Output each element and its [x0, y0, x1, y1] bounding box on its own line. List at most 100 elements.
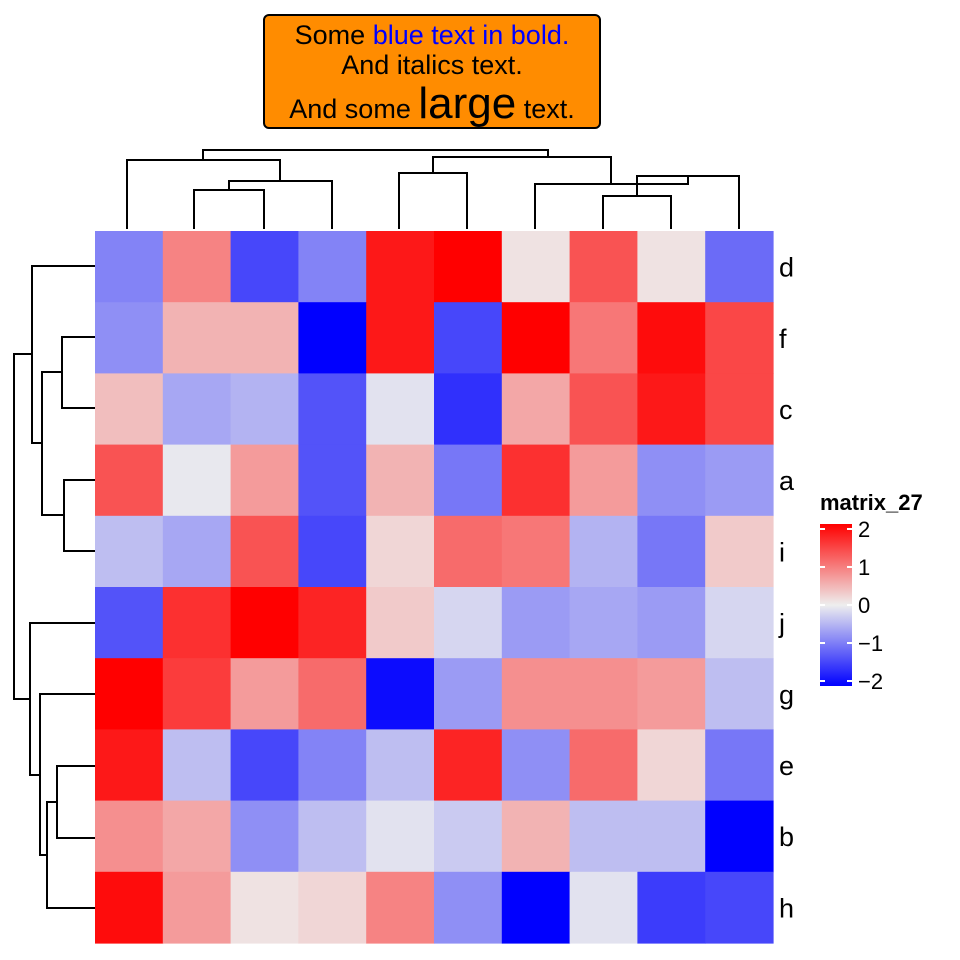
- heatmap-cell: [162, 800, 232, 873]
- heatmap-cell: [637, 373, 706, 446]
- heatmap-cell: [95, 800, 164, 873]
- heatmap-cell: [637, 729, 706, 802]
- legend-title: matrix_27: [820, 490, 923, 515]
- heatmap-cell: [162, 587, 232, 659]
- legend-tick-label: 0: [858, 593, 870, 618]
- heatmap-cell: [366, 800, 435, 873]
- heatmap-cell: [230, 658, 299, 730]
- heatmap-cell: [705, 373, 774, 446]
- row-dendro-branch: [13, 353, 32, 700]
- heatmap-cell: [95, 871, 164, 944]
- heatmap-cell: [230, 373, 299, 446]
- heatmap-cell: [230, 231, 299, 303]
- heatmap-cell: [298, 373, 367, 446]
- heatmap-cell: [95, 231, 164, 303]
- legend-tick-label: 2: [858, 517, 870, 542]
- heatmap-cell: [434, 658, 503, 730]
- heatmap-cell: [230, 800, 299, 873]
- legend-tick-label: −2: [858, 669, 883, 694]
- heatmap-cell: [705, 515, 774, 588]
- heatmap-cell: [501, 587, 571, 659]
- row-label: i: [779, 537, 785, 567]
- heatmap-cell: [230, 302, 299, 374]
- heatmap-cell: [298, 658, 367, 730]
- row-dendro-branch: [46, 801, 95, 909]
- heatmap-cell: [162, 302, 232, 374]
- heatmap-cell: [366, 587, 435, 659]
- title-line-2: And italics text.: [341, 50, 523, 80]
- col-dendro-branch: [193, 189, 265, 229]
- heatmap-cell: [162, 729, 232, 802]
- col-dendro-branch: [432, 156, 612, 184]
- heatmap-cell: [434, 871, 503, 944]
- heatmap-cell: [501, 729, 571, 802]
- heatmap-cell: [95, 444, 164, 517]
- row-dendro-branch: [41, 371, 64, 516]
- title-line-3: And some large text.: [265, 82, 599, 131]
- title-box: Some blue text in bold. And italics text…: [263, 14, 601, 129]
- heatmap-cell: [298, 729, 367, 802]
- row-label: g: [779, 680, 794, 710]
- row-label: b: [779, 822, 794, 852]
- legend-colorbar: [820, 524, 852, 686]
- heatmap-cell: [569, 302, 638, 374]
- col-dendro-branch: [126, 159, 281, 229]
- title-line-1: Some blue text in bold.: [265, 18, 599, 52]
- row-label: a: [779, 466, 795, 496]
- heatmap-cell: [366, 231, 435, 303]
- heatmap-cell: [569, 729, 638, 802]
- heatmap-cell: [705, 302, 774, 374]
- row-dendrogram: [13, 265, 95, 909]
- heatmap-cell: [705, 729, 774, 802]
- heatmap-cell: [366, 373, 435, 446]
- heatmap-cell: [434, 444, 503, 517]
- heatmap-cells: [95, 231, 774, 944]
- heatmap-cell: [501, 871, 571, 944]
- heatmap-cell: [162, 871, 232, 944]
- legend: matrix_27 2 1 0 −1 −2: [820, 490, 923, 694]
- heatmap-cell: [298, 444, 367, 517]
- heatmap-cell: [162, 231, 232, 303]
- column-dendrogram: [126, 149, 740, 229]
- heatmap-cell: [501, 302, 571, 374]
- row-dendro-branch: [39, 693, 95, 856]
- heatmap-cell: [569, 373, 638, 446]
- heatmap-cell: [162, 373, 232, 446]
- heatmap-cell: [501, 231, 571, 303]
- heatmap-cell: [95, 302, 164, 374]
- heatmap-cell: [298, 302, 367, 374]
- heatmap-cell: [298, 515, 367, 588]
- heatmap-cell: [434, 373, 503, 446]
- col-dendro-branch: [202, 149, 549, 160]
- heatmap-cell: [230, 871, 299, 944]
- col-dendro-branch: [602, 195, 672, 229]
- heatmap-cell: [366, 658, 435, 730]
- heatmap-cell: [162, 658, 232, 730]
- heatmap-cell: [434, 800, 503, 873]
- heatmap-cell: [230, 515, 299, 588]
- heatmap-cell: [501, 658, 571, 730]
- heatmap-cell: [705, 658, 774, 730]
- title-line-3-prefix: And some: [289, 94, 419, 124]
- heatmap-cell: [298, 871, 367, 944]
- heatmap-cell: [705, 800, 774, 873]
- heatmap-cell: [637, 231, 706, 303]
- row-label: c: [779, 395, 793, 425]
- row-labels: d f c a i j g e b h: [778, 253, 795, 924]
- heatmap-cell: [434, 515, 503, 588]
- heatmap-cell: [366, 515, 435, 588]
- heatmap-cell: [569, 871, 638, 944]
- heatmap-cell: [705, 871, 774, 944]
- heatmap-cell: [705, 444, 774, 517]
- title-line-3-large-text: large: [418, 79, 517, 128]
- heatmap-cell: [501, 444, 571, 517]
- row-dendro-branch: [63, 479, 95, 552]
- row-label: f: [779, 324, 787, 354]
- heatmap-cell: [569, 444, 638, 517]
- legend-tick-label: 1: [858, 555, 870, 580]
- heatmap-cell: [366, 729, 435, 802]
- heatmap-cell: [569, 515, 638, 588]
- heatmap-cell: [637, 658, 706, 730]
- heatmap-cell: [230, 587, 299, 659]
